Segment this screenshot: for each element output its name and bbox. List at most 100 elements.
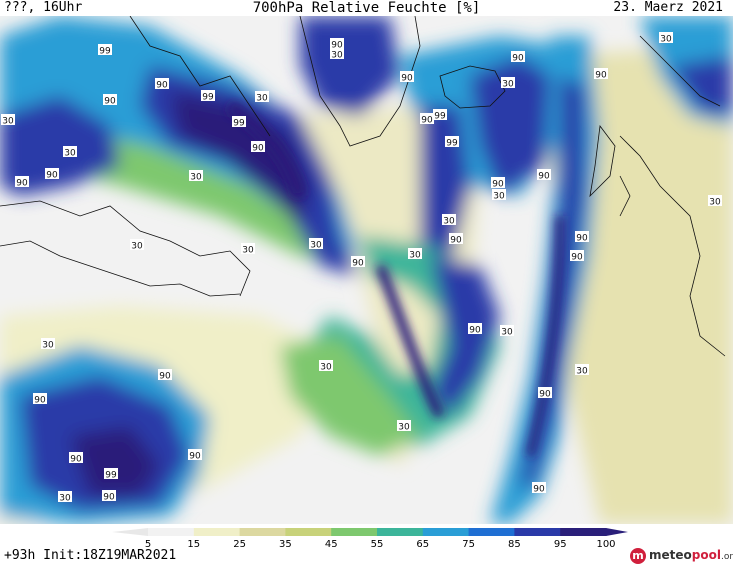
contour-label: 30 (501, 77, 515, 90)
contour-label: 90 (155, 78, 169, 91)
contour-label-text: 90 (34, 396, 46, 406)
contour-label: 90 (102, 490, 116, 503)
contour-label-text: 90 (401, 74, 413, 84)
contour-label: 30 (397, 420, 411, 433)
contour-label: 99 (104, 468, 118, 481)
contour-label-text: 90 (156, 81, 168, 91)
legend-swatch (239, 528, 286, 536)
contour-label: 90 (532, 482, 546, 495)
contour-label: 30 (130, 239, 144, 252)
legend-swatch (193, 528, 241, 536)
contour-label: 90 (594, 68, 608, 81)
contour-label-text: 90 (450, 236, 462, 246)
contour-label-text: 90 (533, 485, 545, 495)
contour-label-text: 90 (469, 326, 481, 336)
contour-label-text: 90 (571, 253, 583, 263)
legend-tick-label: 95 (554, 539, 567, 548)
contour-label-text: 30 (242, 246, 254, 256)
contour-label: 90 (69, 452, 83, 465)
coastlines (0, 16, 726, 357)
contour-label-text: 90 (492, 180, 504, 190)
contour-label-text: 30 (320, 363, 332, 373)
logo-mark-icon: m (630, 548, 646, 564)
contour-label-text: 90 (331, 41, 343, 51)
meteopool-logo[interactable]: m meteopool.org (630, 546, 733, 566)
contour-label: 90 (158, 369, 172, 382)
contour-label: 30 (309, 238, 323, 251)
contour-label-text: 30 (709, 198, 721, 208)
color-legend: 5 15 25 35 45 55 65 75 85 95 100 (112, 528, 628, 548)
contour-label: 90 (351, 256, 365, 269)
legend-swatch (285, 528, 332, 536)
legend-arrow-right (606, 528, 628, 536)
map-title: 700hPa Relative Feuchte [%] (252, 0, 481, 16)
contour-label-text: 30 (576, 367, 588, 377)
legend-tick-label: 55 (371, 539, 384, 548)
contour-label: 90 (400, 71, 414, 84)
contour-label-text: 99 (434, 112, 446, 122)
contour-label-text: 99 (99, 47, 111, 57)
contour-label: 30 (708, 195, 722, 208)
legend-swatch (468, 528, 515, 536)
contour-label: 90 (188, 449, 202, 462)
forecast-date: 23. Maerz 2021 (613, 0, 723, 15)
contour-label-text: 90 (103, 493, 115, 503)
contour-label-text: 30 (310, 241, 322, 251)
contour-label: 90 (575, 231, 589, 244)
contour-label-text: 30 (2, 117, 14, 127)
legend-bar (112, 528, 628, 536)
contour-label-text: 90 (512, 54, 524, 64)
contour-label: 90 (570, 250, 584, 263)
contour-label-text: 30 (131, 242, 143, 252)
contour-label-text: 90 (46, 171, 58, 181)
legend-tick-label: 5 (145, 539, 151, 548)
contour-label: 30 (500, 325, 514, 338)
contour-label-text: 90 (159, 372, 171, 382)
legend-tick-label: 75 (462, 539, 475, 548)
contour-label-text: 90 (252, 144, 264, 154)
legend-tick-label: 100 (596, 539, 615, 548)
contour-label-text: 30 (502, 80, 514, 90)
contour-label-text: 30 (331, 51, 343, 61)
forecast-time-label: ???, 16Uhr (4, 0, 83, 15)
contour-label: 30 (408, 248, 422, 261)
legend-tick-label: 65 (416, 539, 429, 548)
contour-label-text: 30 (256, 94, 268, 104)
legend-tick-label: 15 (187, 539, 200, 548)
contour-label: 30 (492, 189, 506, 202)
contour-label-text: 90 (539, 390, 551, 400)
contour-label: 90 (45, 168, 59, 181)
legend-swatch (377, 528, 424, 536)
contour-label-text: 90 (352, 259, 364, 269)
contour-label: 30 (1, 114, 15, 127)
contour-label-text: 90 (16, 179, 28, 189)
contour-label: 30 (575, 364, 589, 377)
contour-label-text: 90 (104, 97, 116, 107)
contour-label: 90 (468, 323, 482, 336)
contour-label: 90 (15, 176, 29, 189)
contour-label: 99 (445, 136, 459, 149)
legend-tick-label: 45 (325, 539, 338, 548)
contour-label: 99 (232, 116, 246, 129)
moist-streaks (226, 101, 564, 457)
legend-swatch (514, 528, 561, 536)
legend-swatch (148, 528, 195, 536)
contour-label-text: 30 (660, 35, 672, 45)
contour-label-text: 30 (409, 251, 421, 261)
legend-swatch (422, 528, 470, 536)
contour-label-text: 99 (105, 471, 117, 481)
legend-swatch (560, 528, 607, 536)
model-run-label: +93h Init:18Z19MAR2021 (4, 548, 177, 563)
contour-label: 30 (319, 360, 333, 373)
contour-label: 90 (449, 233, 463, 246)
contour-label-text: 90 (595, 71, 607, 81)
contour-label: 30 (330, 48, 344, 61)
legend-swatch (331, 528, 378, 536)
contour-label-text: 30 (190, 173, 202, 183)
legend-tick-label: 35 (279, 539, 292, 548)
contour-label: 99 (98, 44, 112, 57)
contour-label-text: 30 (64, 149, 76, 159)
